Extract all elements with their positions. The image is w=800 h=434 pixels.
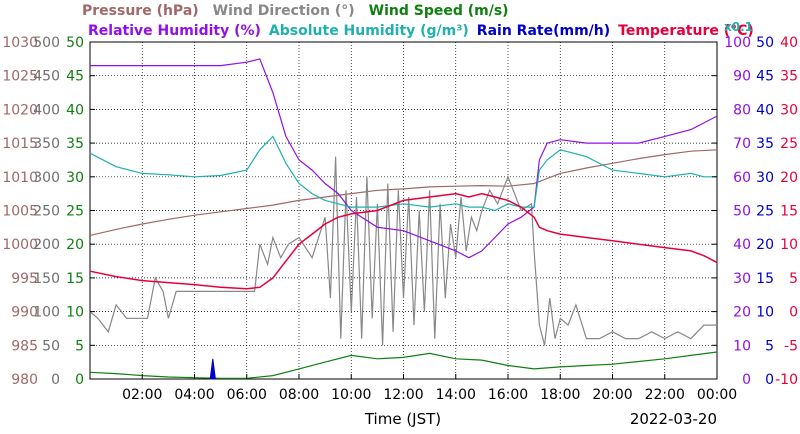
y-tick-pressure: 1005 bbox=[2, 204, 38, 220]
y-tick-temperature: 40 bbox=[780, 35, 798, 51]
series-relative-humidity bbox=[90, 58, 718, 259]
y-tick-pressure: 1025 bbox=[2, 69, 38, 85]
rain-scale-note: x0.1 bbox=[724, 20, 753, 34]
y-tick-wind-direction: 300 bbox=[33, 170, 60, 186]
y-tick-relative-humidity: 50 bbox=[733, 204, 751, 220]
y-tick-relative-humidity: 70 bbox=[733, 136, 751, 152]
y-tick-wind-speed: 0 bbox=[75, 372, 84, 388]
y-tick-temperature: 0 bbox=[789, 305, 798, 321]
y-tick-relative-humidity: 0 bbox=[742, 372, 751, 388]
legend-item: Wind Speed (m/s) bbox=[369, 3, 509, 19]
x-tick-label: 20:00 bbox=[592, 387, 632, 403]
y-tick-temperature: 25 bbox=[780, 136, 798, 152]
y-tick-rain-rate: 0 bbox=[765, 372, 774, 388]
y-tick-relative-humidity: 80 bbox=[733, 102, 751, 118]
y-tick-pressure: 1030 bbox=[2, 35, 38, 51]
y-tick-wind-speed: 40 bbox=[66, 102, 84, 118]
legend-item: Relative Humidity (%) bbox=[88, 23, 261, 39]
x-tick-label: 14:00 bbox=[436, 387, 476, 403]
y-tick-wind-direction: 350 bbox=[33, 136, 60, 152]
y-tick-pressure: 995 bbox=[11, 271, 38, 287]
y-tick-rain-rate: 30 bbox=[756, 170, 774, 186]
y-tick-wind-speed: 45 bbox=[66, 69, 84, 85]
y-tick-wind-speed: 15 bbox=[66, 271, 84, 287]
y-tick-rain-rate: 50 bbox=[756, 35, 774, 51]
series-pressure-hpa bbox=[89, 149, 718, 236]
y-tick-rain-rate: 25 bbox=[756, 204, 774, 220]
y-tick-rain-rate: 35 bbox=[756, 136, 774, 152]
y-tick-wind-direction: 150 bbox=[33, 271, 60, 287]
y-tick-wind-speed: 35 bbox=[66, 136, 84, 152]
y-tick-rain-rate: 20 bbox=[756, 237, 774, 253]
x-tick-label: 22:00 bbox=[645, 387, 685, 403]
y-tick-relative-humidity: 100 bbox=[724, 35, 751, 51]
legend-item: Pressure (hPa) bbox=[82, 3, 199, 19]
y-tick-relative-humidity: 20 bbox=[733, 305, 751, 321]
legend-item: Wind Direction (°) bbox=[213, 3, 355, 19]
y-tick-temperature: 20 bbox=[780, 170, 798, 186]
legend-item: Temperature (°C) bbox=[618, 23, 754, 39]
y-tick-wind-speed: 50 bbox=[66, 35, 84, 51]
x-tick-label: 04:00 bbox=[174, 387, 214, 403]
y-tick-rain-rate: 10 bbox=[756, 305, 774, 321]
y-tick-pressure: 1015 bbox=[2, 136, 38, 152]
y-tick-temperature: 10 bbox=[780, 237, 798, 253]
y-tick-temperature: 35 bbox=[780, 69, 798, 85]
x-tick-label: 10:00 bbox=[331, 387, 371, 403]
y-tick-wind-speed: 5 bbox=[75, 338, 84, 354]
y-tick-relative-humidity: 10 bbox=[733, 338, 751, 354]
x-tick-label: 00:00 bbox=[697, 387, 737, 403]
series-absolute-humidity-g-m bbox=[89, 135, 717, 212]
series-temperature-c bbox=[89, 192, 718, 290]
x-tick-label: 16:00 bbox=[488, 387, 528, 403]
y-tick-wind-speed: 25 bbox=[66, 204, 84, 220]
x-tick-label: 12:00 bbox=[383, 387, 423, 403]
grid bbox=[90, 42, 717, 379]
y-tick-temperature: 5 bbox=[789, 271, 798, 287]
date-label: 2022-03-20 bbox=[630, 410, 717, 428]
y-tick-wind-direction: 50 bbox=[42, 338, 60, 354]
x-tick-label: 06:00 bbox=[227, 387, 267, 403]
series-rain-rate bbox=[209, 358, 216, 380]
y-tick-wind-speed: 20 bbox=[66, 237, 84, 253]
y-tick-rain-rate: 15 bbox=[756, 271, 774, 287]
y-tick-pressure: 1020 bbox=[2, 102, 38, 118]
y-tick-temperature: 30 bbox=[780, 102, 798, 118]
x-tick-label: 02:00 bbox=[122, 387, 162, 403]
y-tick-relative-humidity: 90 bbox=[733, 69, 751, 85]
y-tick-temperature: -5 bbox=[784, 338, 798, 354]
y-tick-pressure: 990 bbox=[11, 305, 38, 321]
y-tick-rain-rate: 45 bbox=[756, 69, 774, 85]
y-tick-pressure: 1010 bbox=[2, 170, 38, 186]
x-tick-label: 18:00 bbox=[540, 387, 580, 403]
y-tick-wind-direction: 450 bbox=[33, 69, 60, 85]
y-tick-wind-direction: 400 bbox=[33, 102, 60, 118]
y-tick-wind-direction: 0 bbox=[51, 372, 60, 388]
y-tick-wind-direction: 500 bbox=[33, 35, 60, 51]
axes-layer: 1030102510201015101010051000995990985980… bbox=[2, 35, 798, 403]
y-tick-temperature: 15 bbox=[780, 204, 798, 220]
y-tick-wind-direction: 200 bbox=[33, 237, 60, 253]
y-tick-wind-speed: 30 bbox=[66, 170, 84, 186]
y-tick-relative-humidity: 30 bbox=[733, 271, 751, 287]
y-tick-relative-humidity: 60 bbox=[733, 170, 751, 186]
y-tick-rain-rate: 5 bbox=[765, 338, 774, 354]
legend-item: Absolute Humidity (g/m³) bbox=[269, 23, 469, 39]
x-axis-label: Time (JST) bbox=[364, 410, 441, 428]
y-tick-pressure: 985 bbox=[11, 338, 38, 354]
x-tick-label: 08:00 bbox=[279, 387, 319, 403]
y-tick-temperature: -10 bbox=[775, 372, 798, 388]
y-tick-wind-speed: 10 bbox=[66, 305, 84, 321]
series-wind-direction bbox=[89, 156, 717, 346]
y-tick-pressure: 1000 bbox=[2, 237, 38, 253]
y-tick-rain-rate: 40 bbox=[756, 102, 774, 118]
legend-item: Rain Rate(mm/h) bbox=[477, 23, 610, 39]
legend: Pressure (hPa) Wind Direction (°) Wind Spe… bbox=[82, 3, 754, 39]
y-tick-pressure: 980 bbox=[11, 372, 38, 388]
y-tick-wind-direction: 100 bbox=[33, 305, 60, 321]
y-tick-wind-direction: 250 bbox=[33, 204, 60, 220]
y-tick-relative-humidity: 40 bbox=[733, 237, 751, 253]
